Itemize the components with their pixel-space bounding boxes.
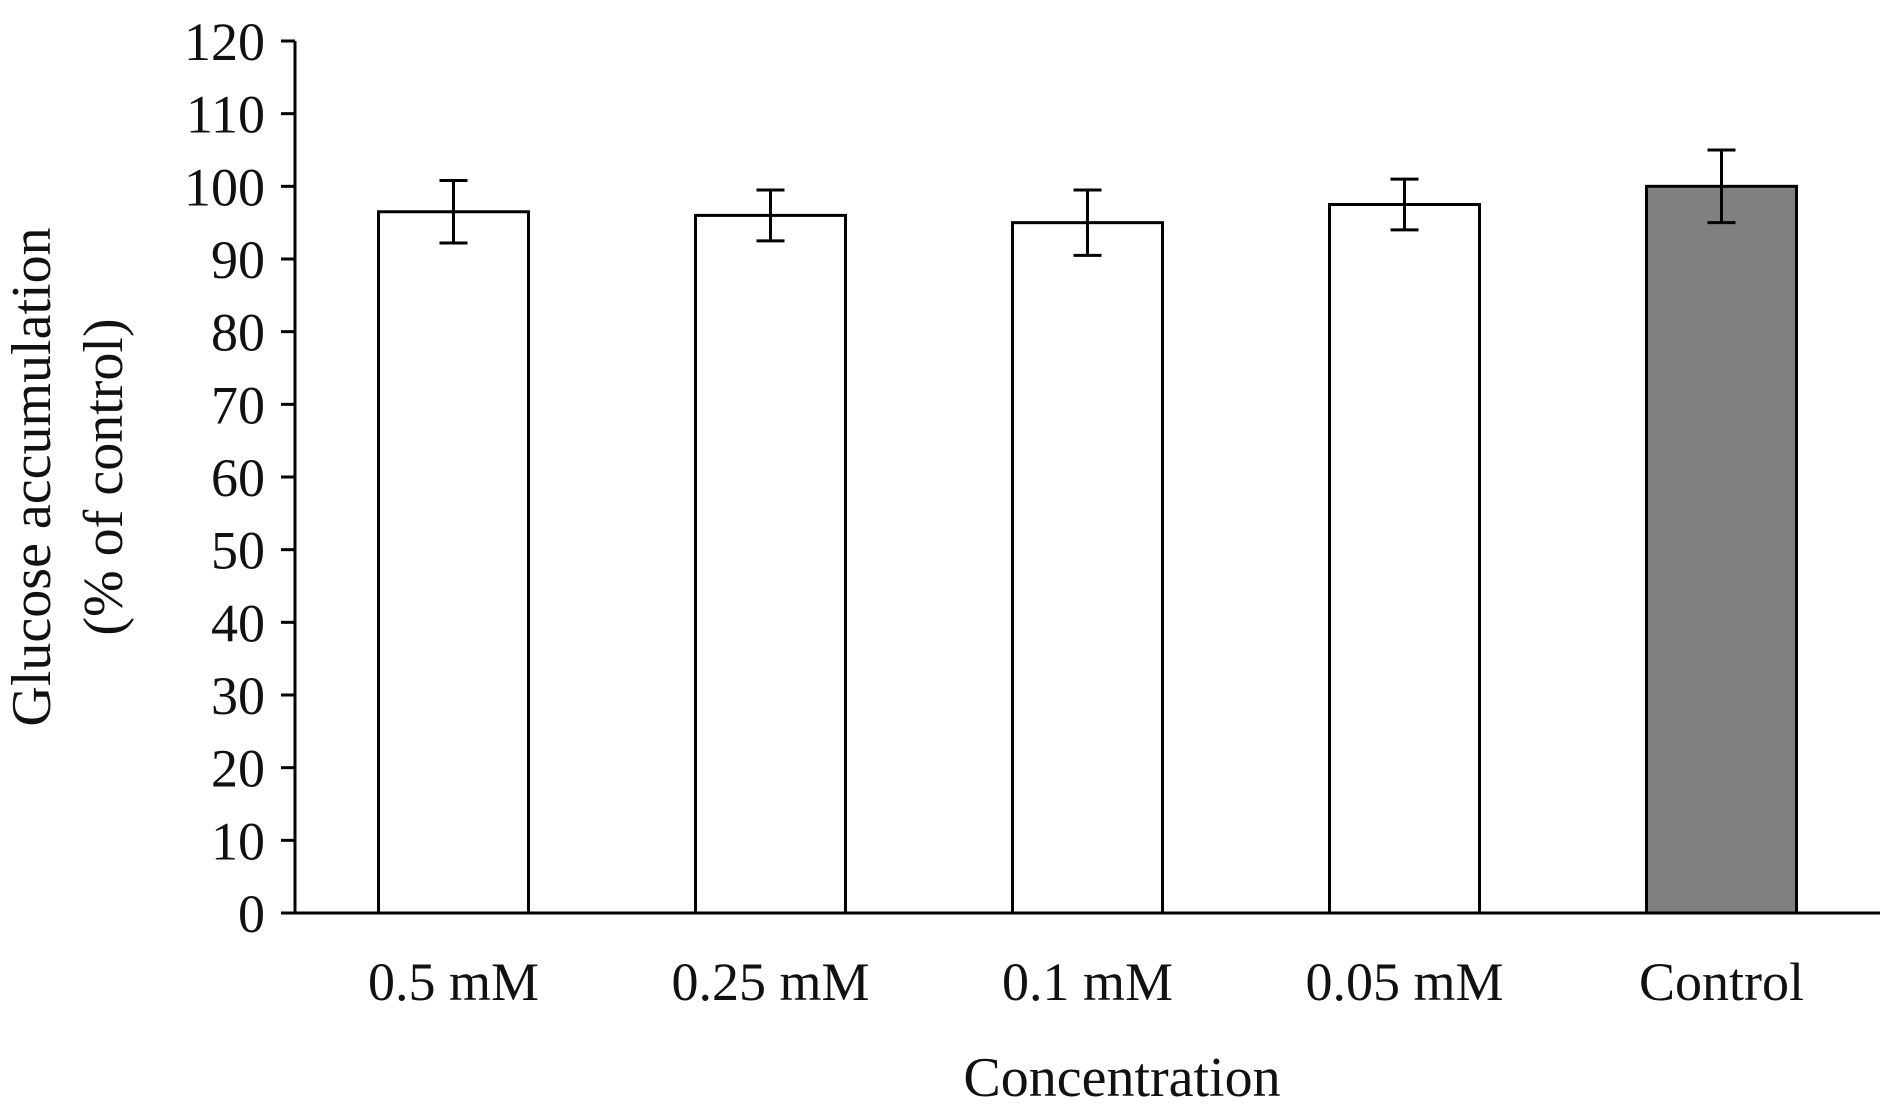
bar-0-1-mm [1011,221,1164,915]
y-tick-label: 100 [184,157,265,217]
y-tick-label: 30 [211,666,265,726]
bar-control [1645,184,1798,915]
plot-area: 0 10 20 30 40 50 60 70 80 90 100 110 120 0.5 mM 0.25 m… [184,12,1880,1012]
y-tick-label: 20 [211,739,265,799]
y-tick-label: 120 [184,12,265,72]
y-tick-label: 10 [211,811,265,871]
x-category-label: 0.1 mM [1002,952,1173,1012]
y-tick-label: 60 [211,448,265,508]
y-tick-label: 50 [211,521,265,581]
x-category-label: 0.25 mM [671,952,869,1012]
y-tick-label: 40 [211,593,265,653]
x-category-label: 0.05 mM [1305,952,1503,1012]
x-category-label: 0.5 mM [368,952,539,1012]
y-axis-title-line-2: (% of control) [73,318,135,635]
y-tick-label: 70 [211,375,265,435]
y-tick-label: 90 [211,230,265,290]
x-axis-title: Concentration [963,1047,1280,1109]
y-axis-title-line-1: Glucose accumulation [1,227,63,726]
bar-0-5-mm [377,210,530,915]
bar-0-05-mm [1328,203,1481,915]
y-tick-label: 0 [238,884,265,944]
y-tick-label: 80 [211,303,265,363]
x-category-label: Control [1639,952,1804,1012]
bar-0-25-mm [694,213,847,915]
y-tick-label: 110 [186,85,265,145]
y-axis-title: Glucose accumulation (% of control) [1,227,135,726]
